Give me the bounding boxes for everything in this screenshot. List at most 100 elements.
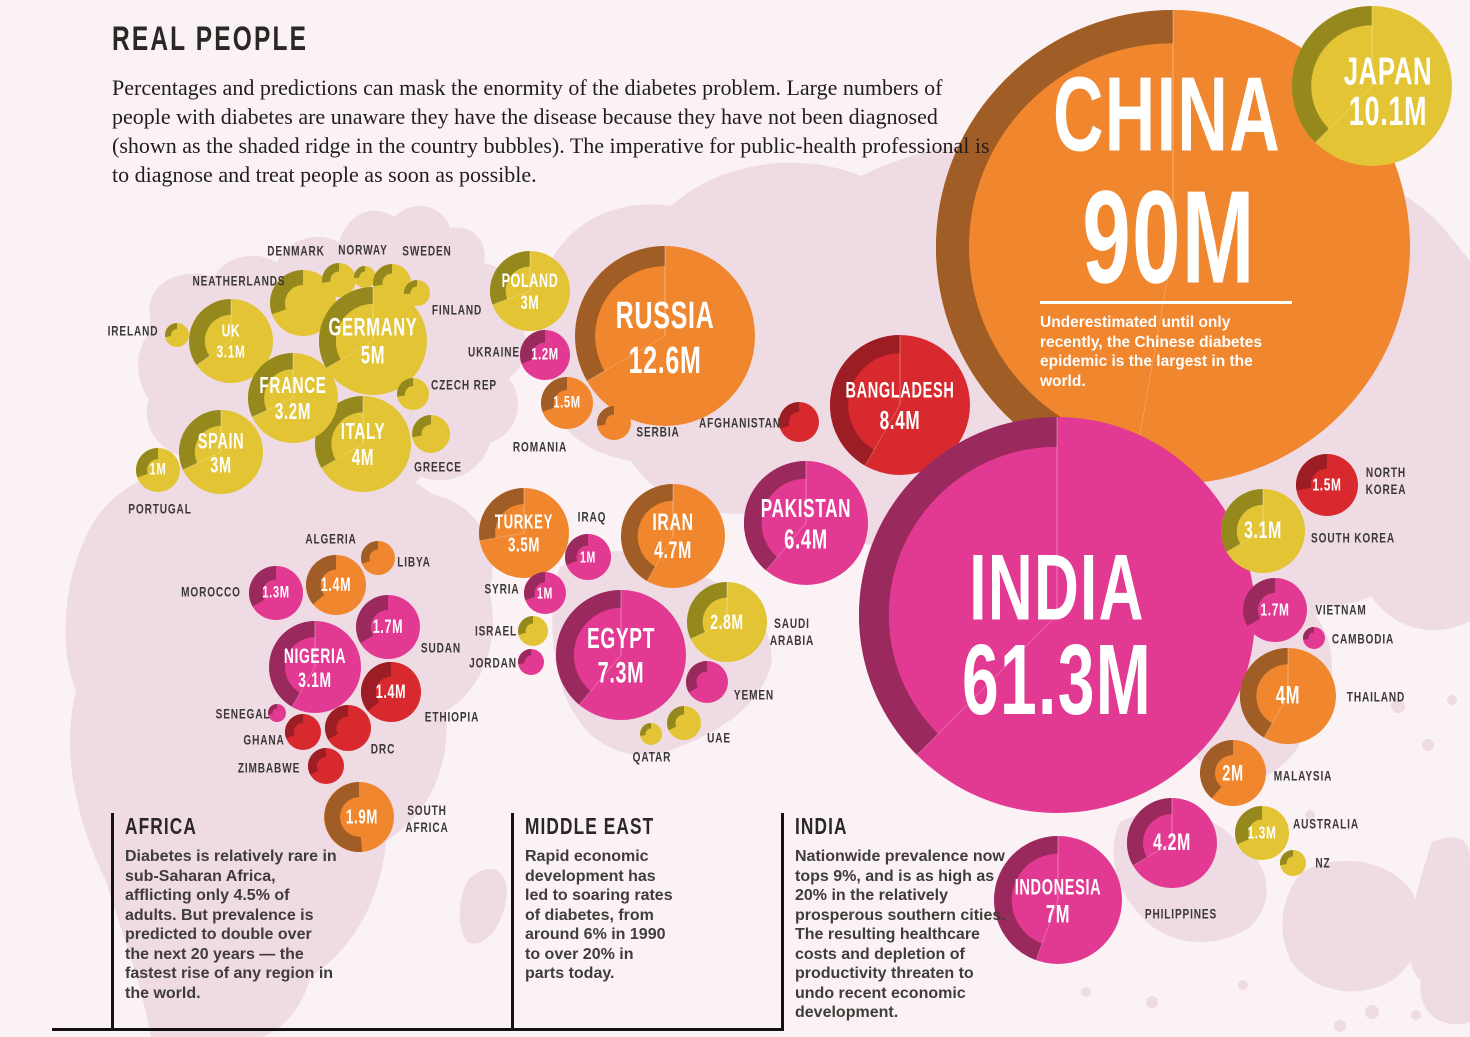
undiagnosed-ridge-libya [360,541,378,564]
undiagnosed-ridge-ethiopia [360,662,391,712]
undiagnosed-ridge-portugal [135,448,158,478]
country-label-jordan: JORDAN [469,655,517,671]
undiagnosed-ridge-ukraine [519,329,545,364]
undiagnosed-ridge-israel [517,616,533,635]
bubble-text-philippines: 4.2M [1153,830,1191,856]
undiagnosed-ridge-indonesia [994,836,1058,961]
bubble-vietnam: 1.7M [1243,578,1307,642]
country-label-drc: DRC [371,741,395,757]
undiagnosed-ridge-finland [403,279,417,295]
country-label-south-africa: SOUTH AFRICA [405,802,448,835]
footnote-africa-heading: AFRICA [125,813,197,839]
bubble-text-sudan: 1.7M [373,616,403,637]
bubble-text-pakistan: 6.4M [784,525,828,556]
bubble-text-russia: 12.6M [629,339,702,381]
bubble-text-china: CHINA [1053,56,1281,174]
bubble-text-algeria: 1.4M [321,574,351,595]
bubble-text-iraq: 1M [580,548,596,566]
undiagnosed-ridge-russia [575,246,665,381]
bubble-text-poland: 3M [521,292,540,313]
bubble-text-france: 3.2M [275,399,311,425]
country-label-romania: ROMANIA [513,439,567,455]
country-label-malaysia: MALAYSIA [1274,768,1333,784]
bottom-rule [52,1028,783,1031]
bubble-uk: UK3.1M [188,299,273,383]
footnote-africa: AFRICA Diabetes is relatively rare in su… [111,813,337,1031]
undiagnosed-ridge-ireland [165,323,177,338]
footnote-india: INDIA Nationwide prevalence now tops 9%,… [781,813,1013,1031]
undiagnosed-ridge-algeria [305,555,336,605]
undiagnosed-ridge-philippines [1126,798,1172,866]
undiagnosed-ridge-sweden [373,264,392,287]
bubble-text-iran: 4.7M [654,538,692,564]
country-label-australia: AUSTRALIA [1293,816,1359,832]
footnote-india-heading: INDIA [795,813,848,839]
bubble-ghana [284,714,321,750]
undiagnosed-ridge-czech-rep [396,377,413,397]
bubble-text-italy: ITALY [341,419,386,445]
bubble-text-nigeria: NIGERIA [284,644,346,668]
undiagnosed-ridge-drc [325,705,348,740]
bubble-yemen [685,661,728,703]
bubble-ireland [165,323,189,347]
bubble-text-bangladesh: 8.4M [880,405,921,435]
undiagnosed-ridge-norway [353,265,365,278]
bubble-text-ukraine: 1.2M [531,346,559,365]
bubble-text-north-korea: 1.5M [1312,475,1341,495]
undiagnosed-ridge-india [859,417,1057,755]
undiagnosed-ridge-uk [188,299,231,366]
undiagnosed-ridge-south-africa [324,782,363,852]
bubble-netherlands [270,270,336,336]
bubble-syria: 1M [524,572,566,614]
bubble-portugal: 1M [135,448,180,492]
country-label-afghanistan: AFGHANISTAN [699,415,781,431]
footnote-middle-east: MIDDLE EAST Rapid economic development h… [511,813,677,1031]
country-label-philippines: PHILIPPINES [1145,906,1217,922]
bubble-algeria: 1.4M [305,555,366,615]
footnote-middle-east-heading: MIDDLE EAST [525,813,655,839]
country-label-ethiopia: ETHIOPIA [425,709,479,725]
country-label-south-korea: SOUTH KOREA [1311,530,1395,546]
country-label-nz: NZ [1315,855,1330,871]
bubble-zimbabwe [307,748,344,784]
bubble-malaysia: 2M [1199,740,1266,806]
bubble-text-turkey: 3.5M [508,534,540,556]
bubble-text-malaysia: 2M [1222,761,1243,786]
bubble-nz [1279,850,1306,876]
undiagnosed-ridge-cambodia [1303,627,1314,640]
bubble-text-turkey: TURKEY [495,511,553,533]
country-label-cambodia: CAMBODIA [1332,631,1394,647]
intro-paragraph: Percentages and predictions can mask the… [112,75,990,187]
country-label-thailand: THAILAND [1347,689,1405,705]
undiagnosed-ridge-iran [621,484,673,581]
undiagnosed-ridge-greece [412,415,431,438]
country-label-yemen: YEMEN [734,687,774,703]
undiagnosed-ridge-denmark [322,263,339,283]
footnote-africa-body: Diabetes is relatively rare in sub-Sahar… [125,848,337,1002]
undiagnosed-ridge-north-korea [1296,454,1327,491]
bubble-libya [360,541,395,575]
bubble-text-australia: 1.3M [1247,823,1276,843]
bubble-morocco: 1.3M [248,566,303,620]
bubble-jordan [517,649,544,675]
bubble-text-syria: 1M [537,584,553,602]
china-annotation: Underestimated until only recently, the … [1040,301,1292,391]
country-label-czech-rep: CZECH REP [431,377,497,393]
undiagnosed-ridge-bangladesh [830,335,900,466]
undiagnosed-ridge-malaysia [1199,740,1233,799]
bubble-text-south-africa: 1.9M [346,806,378,828]
undiagnosed-ridge-germany [318,287,373,368]
undiagnosed-ridge-yemen [685,661,707,693]
